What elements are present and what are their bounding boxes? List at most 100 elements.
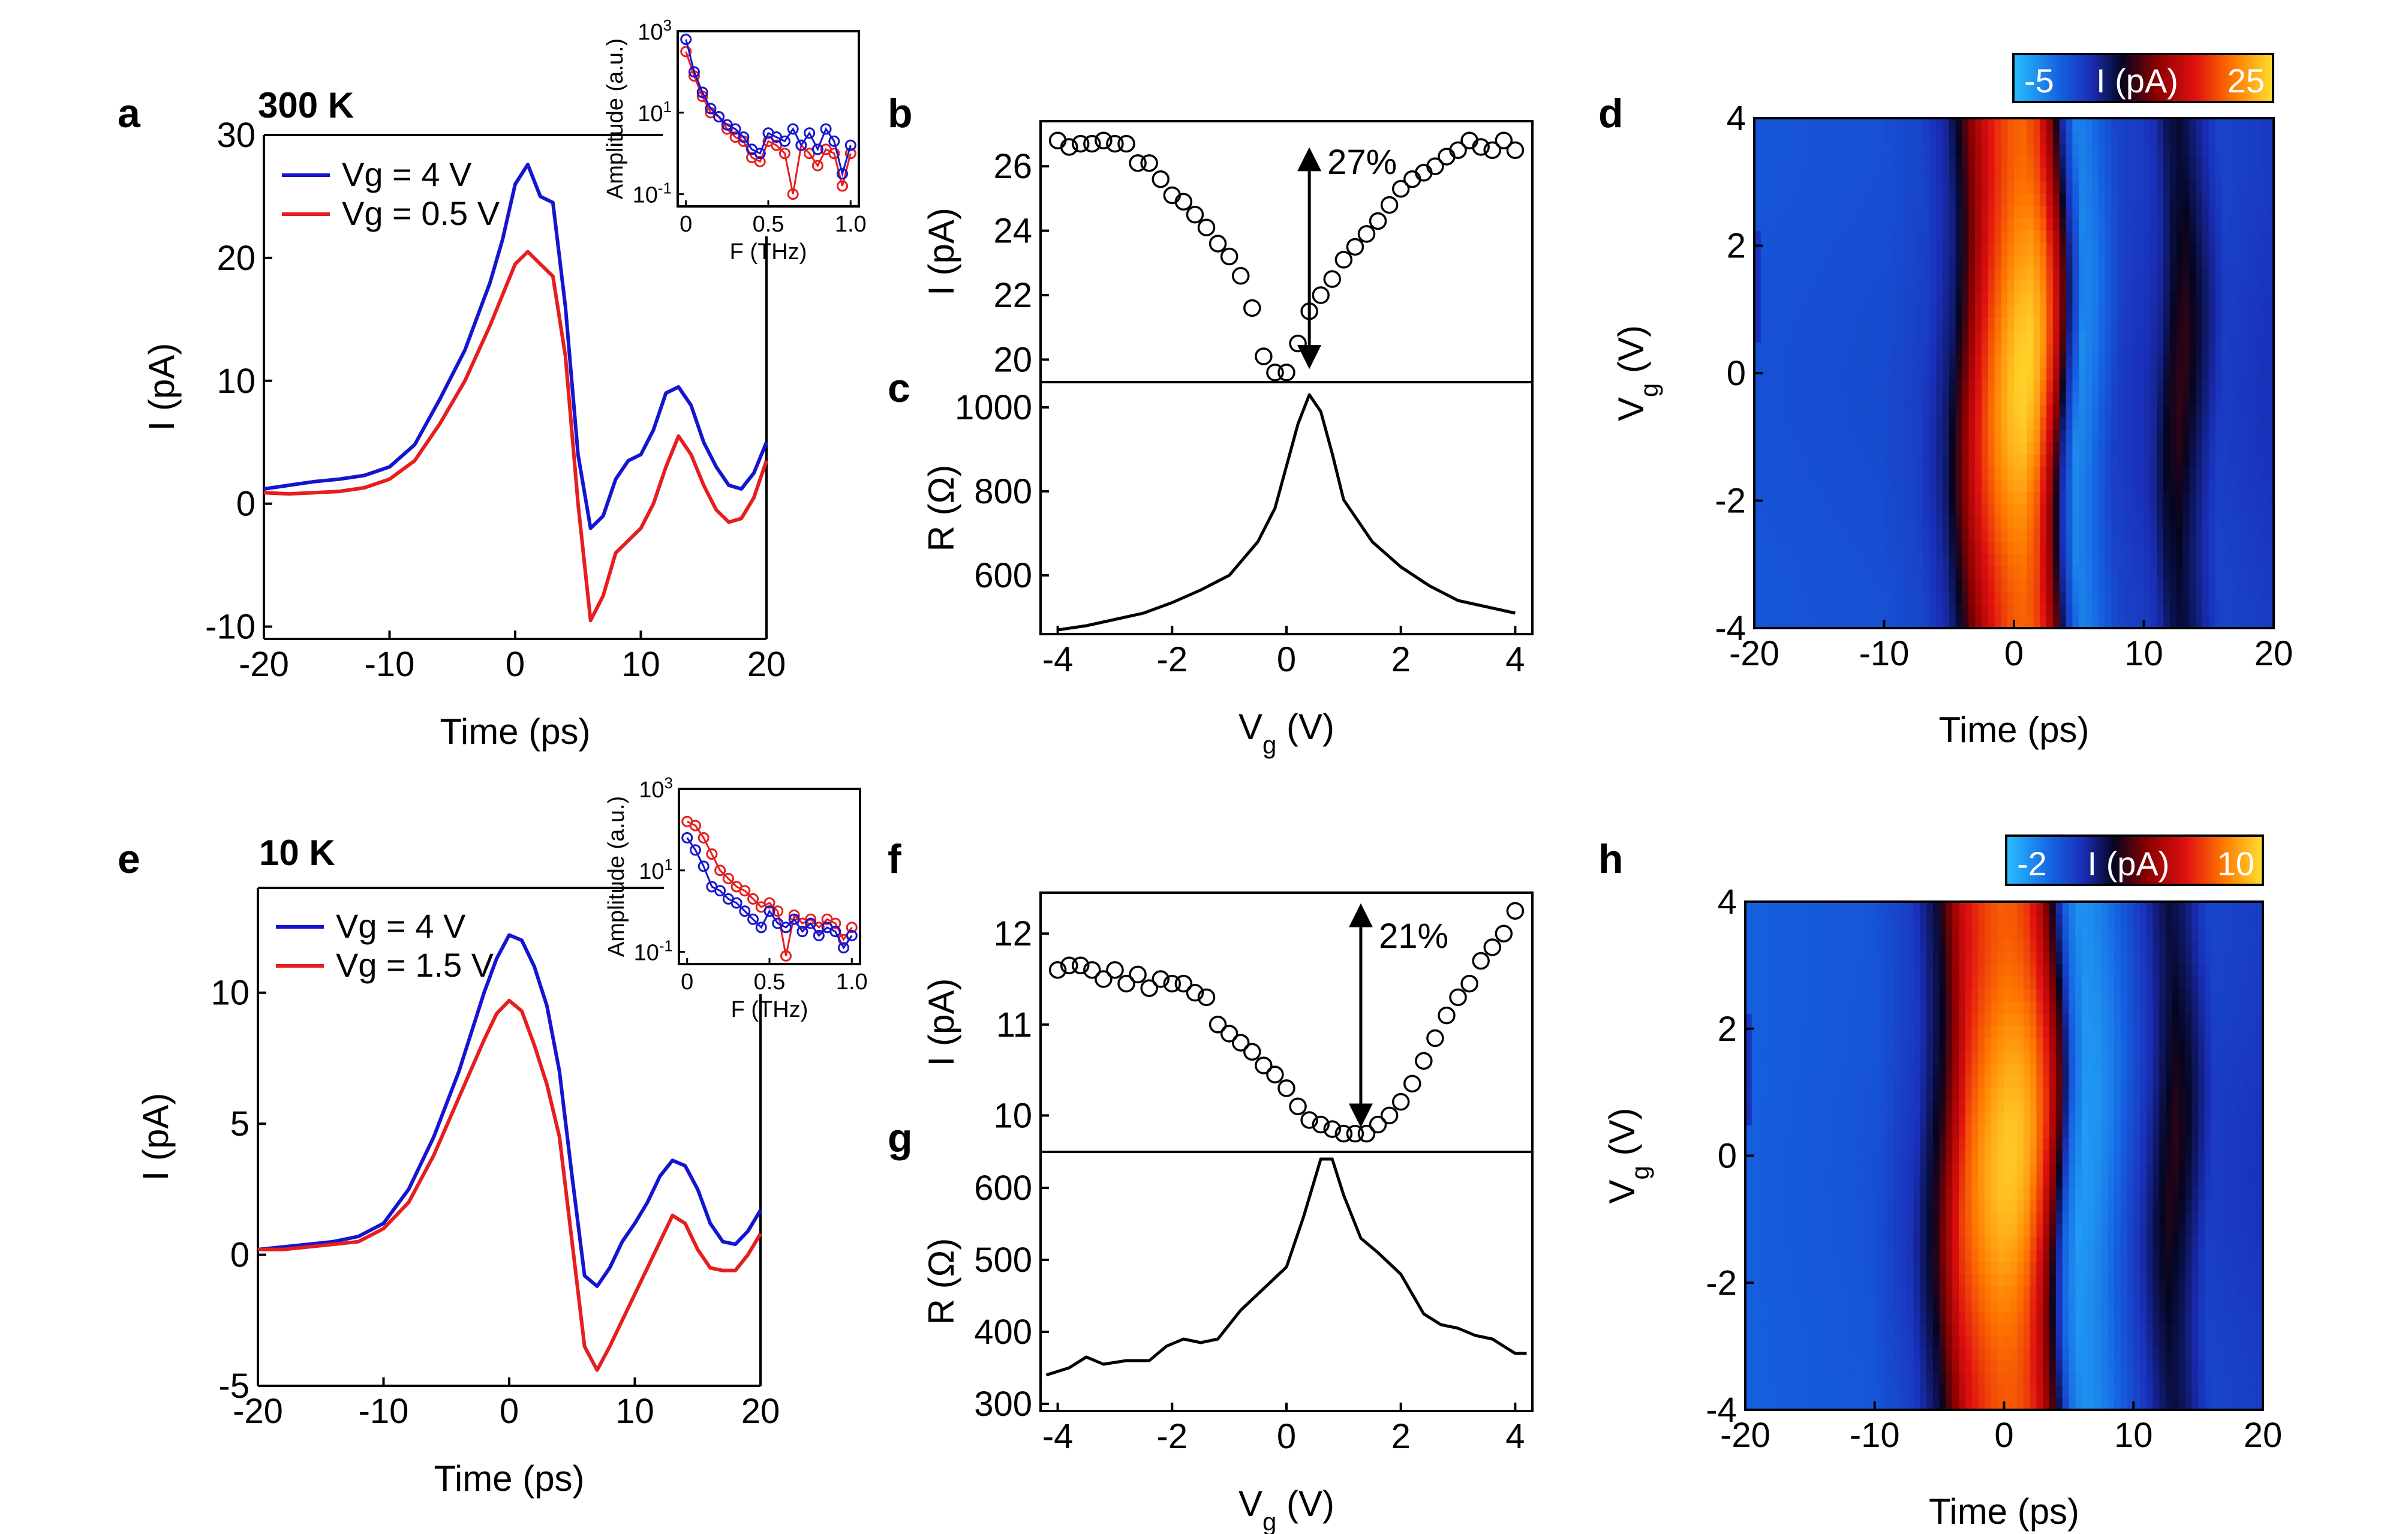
heatmap-cell [1874, 1273, 1882, 1287]
heatmap-cell [2111, 566, 2119, 579]
heatmap-cell [2004, 1335, 2012, 1349]
heatmap-cell [1978, 1298, 1986, 1311]
heatmap-cell [2208, 130, 2216, 144]
heatmap-cell [1745, 1310, 1752, 1324]
heatmap-cell [1832, 354, 1839, 368]
heatmap-cell [2046, 491, 2054, 505]
y-tick-label: 500 [974, 1241, 1032, 1280]
heatmap-cell [2072, 317, 2080, 331]
heatmap-cell [1981, 143, 1989, 157]
heatmap-cell [1767, 242, 1775, 256]
data-point [1095, 970, 1113, 988]
heatmap-cell [2001, 590, 2009, 604]
heatmap-cell [2208, 230, 2216, 244]
inset-y-label-a: Amplitude (a.u.) [603, 38, 628, 199]
heatmap-cell [2144, 553, 2151, 567]
heatmap-cell [2159, 1335, 2167, 1349]
heatmap-cell [2007, 479, 2015, 492]
heatmap-cell [2007, 529, 2015, 542]
heatmap-cell [1773, 280, 1781, 293]
heatmap-cell [2079, 342, 2087, 355]
heatmap-cell [2247, 367, 2255, 380]
heatmap-cell [1916, 305, 1924, 318]
heatmap-cell [2235, 566, 2242, 579]
heatmap-cell [2088, 1385, 2096, 1398]
heatmap-cell [1975, 442, 1982, 455]
heatmap-cell [1929, 167, 1937, 181]
heatmap-cell [1932, 1360, 1940, 1374]
heatmap-cell [2111, 503, 2119, 517]
heatmap-cell [2094, 1211, 2102, 1225]
heatmap-cell [2235, 317, 2242, 331]
heatmap-cell [1816, 1286, 1824, 1299]
heatmap-cell [2130, 392, 2138, 405]
heatmap-cell [1793, 317, 1800, 331]
heatmap-cell [1881, 1224, 1889, 1237]
heatmap-cell [1842, 1236, 1850, 1250]
heatmap-cell [2172, 1236, 2179, 1250]
heatmap-cell [2007, 553, 2015, 567]
heatmap-cell [1787, 442, 1794, 455]
heatmap-cell [2247, 292, 2255, 305]
heatmap-cell [2027, 130, 2034, 144]
heatmap-cell [1955, 167, 1963, 181]
heatmap-cell [2182, 280, 2190, 293]
heatmap-cell [1829, 1224, 1836, 1237]
heatmap-cell [1812, 566, 1820, 579]
heatmap-cell [2243, 1310, 2251, 1324]
heatmap-cell [1787, 566, 1794, 579]
heatmap-cell [1797, 1261, 1805, 1274]
heatmap-cell [1890, 454, 1898, 467]
heatmap-cell [2247, 267, 2255, 281]
heatmap-cell [1923, 354, 1931, 368]
heatmap-cell [1897, 242, 1904, 256]
heatmap-cell [1758, 1199, 1766, 1212]
heatmap-cell [2120, 1273, 2128, 1287]
heatmap-cell [1959, 1373, 1966, 1386]
heatmap-cell [1923, 392, 1931, 405]
heatmap-cell [1890, 193, 1898, 206]
heatmap-cell [1832, 167, 1839, 181]
heatmap-cell [2267, 454, 2274, 467]
heatmap-cell [1780, 553, 1788, 567]
heatmap-cell [2208, 167, 2216, 181]
heatmap-cell [2169, 143, 2177, 157]
heatmap-cell [1904, 130, 1911, 144]
heatmap-cell [1836, 1236, 1843, 1250]
heatmap-cell [1949, 516, 1956, 530]
heatmap-cell [1767, 590, 1775, 604]
heatmap-cell [1877, 491, 1885, 505]
heatmap-cell [2118, 379, 2125, 393]
heatmap-cell [1971, 1273, 1979, 1287]
heatmap-cell [1890, 479, 1898, 492]
heatmap-cell [2196, 255, 2203, 268]
heatmap-cell [1819, 603, 1827, 617]
heatmap-cell [1845, 267, 1853, 281]
heatmap-cell [1871, 491, 1878, 505]
heatmap-cell [2153, 1236, 2160, 1250]
data-point [1346, 238, 1364, 256]
heatmap-cell [2189, 193, 2197, 206]
heatmap-cell [1975, 590, 1982, 604]
heatmap-cell [1826, 429, 1833, 442]
heatmap-cell [2211, 1224, 2218, 1237]
heatmap-cell [2111, 516, 2119, 530]
heatmap-cell [1758, 1397, 1766, 1410]
heatmap-cell [2027, 118, 2034, 131]
heatmap-cell [1797, 1273, 1805, 1287]
heatmap-cell [1874, 1211, 1882, 1225]
heatmap-cell [1871, 479, 1878, 492]
x-axis-label-a: Time (ps) [440, 712, 590, 752]
heatmap-cell [1955, 342, 1963, 355]
heatmap-cell [1773, 205, 1781, 218]
heatmap-cell [1793, 367, 1800, 380]
heatmap-cell [2091, 566, 2099, 579]
heatmap-cell [1760, 442, 1768, 455]
data-point [1163, 974, 1182, 993]
heatmap-cell [2133, 1224, 2141, 1237]
heatmap-cell [2105, 491, 2112, 505]
heatmap-cell [1865, 267, 1872, 281]
heatmap-cell [2111, 329, 2119, 343]
heatmap-cell [1760, 217, 1768, 231]
heatmap-cell [2094, 1261, 2102, 1274]
